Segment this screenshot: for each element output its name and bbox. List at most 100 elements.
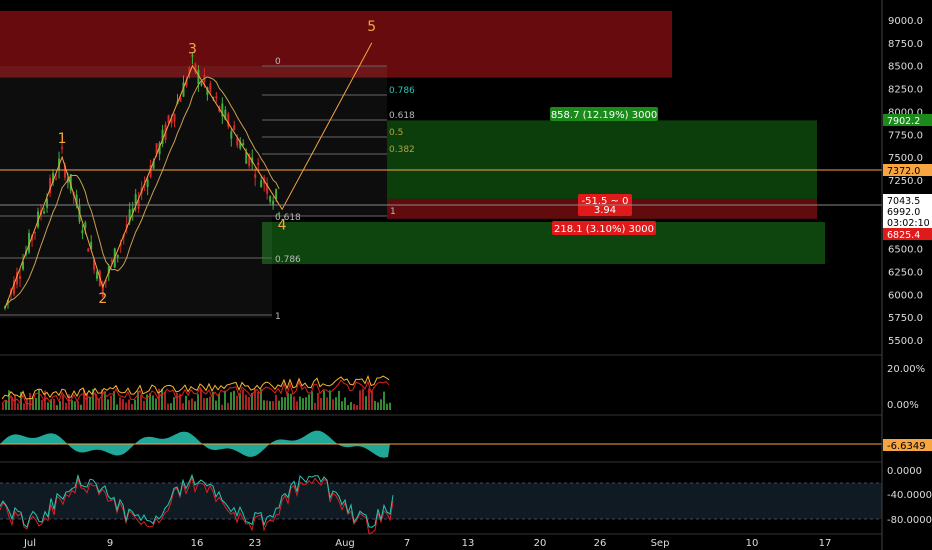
- fib-level-label: 0.786: [389, 86, 415, 96]
- volume-bar: [296, 401, 298, 410]
- long-position-text: 858.7 (12.19%) 3000: [551, 110, 657, 121]
- volume-bar: [299, 396, 301, 410]
- volume-bar: [320, 397, 322, 410]
- short-position-label[interactable]: 218.1 (3.10%) 3000: [552, 221, 656, 235]
- candle-body: [119, 244, 122, 246]
- volume-bar: [374, 401, 376, 410]
- volume-bar: [377, 402, 379, 410]
- volume-bar: [389, 402, 391, 410]
- volume-bar: [131, 404, 133, 410]
- momentum-tag-bg: [883, 439, 932, 451]
- volume-bar: [47, 402, 49, 410]
- candle-body: [107, 266, 110, 274]
- volume-bar: [233, 390, 235, 410]
- candle-body: [212, 97, 215, 99]
- price-tag-label: 03:02:10: [887, 218, 930, 229]
- candle-body: [230, 131, 233, 139]
- candle-body: [131, 208, 134, 214]
- candle-body: [37, 211, 40, 227]
- momentum-tag: -6.6349: [887, 441, 926, 452]
- volume-bar: [209, 396, 211, 410]
- candle-body: [242, 143, 245, 146]
- volume-bar: [149, 393, 151, 410]
- candle-body: [101, 284, 104, 297]
- vol-tick-0: 0.00%: [887, 400, 919, 411]
- candle-body: [194, 63, 197, 73]
- price-tick-label: 8500.0: [888, 62, 923, 73]
- candle-body: [49, 178, 52, 194]
- volume-bar: [221, 404, 223, 410]
- volume-bar: [104, 391, 106, 410]
- candle-body: [257, 162, 260, 166]
- price-tick-label: 5500.0: [888, 336, 923, 347]
- volume-bar: [278, 400, 280, 410]
- volume-bar: [371, 390, 373, 410]
- long-position-label[interactable]: 858.7 (12.19%) 3000: [550, 107, 658, 121]
- volume-bar: [269, 401, 271, 410]
- volume-bar: [134, 399, 136, 410]
- candle-body: [149, 165, 152, 178]
- candle-body: [185, 79, 188, 86]
- volume-bar: [143, 401, 145, 410]
- volume-bar: [365, 396, 367, 410]
- volume-bar: [239, 393, 241, 410]
- volume-bar: [56, 405, 58, 410]
- volume-bar: [23, 403, 25, 410]
- volume-bar: [188, 400, 190, 410]
- volume-bar: [323, 390, 325, 410]
- candle-body: [116, 254, 119, 258]
- candle-body: [134, 194, 137, 205]
- volume-bar: [164, 391, 166, 410]
- time-axis[interactable]: Jul 9 16 23 Aug 7 13 20 26 Sep 10 17: [23, 538, 831, 549]
- candle-body: [152, 160, 155, 169]
- volume-bar: [275, 394, 277, 410]
- volume-bar: [356, 405, 358, 410]
- volume-bar: [152, 395, 154, 410]
- volume-bar: [140, 394, 142, 410]
- volume-bar: [59, 401, 61, 410]
- candle-body: [110, 259, 113, 262]
- volume-bar: [113, 391, 115, 410]
- volume-bar: [5, 399, 7, 410]
- fib-level-label: 0.618: [389, 111, 415, 121]
- candle-body: [245, 152, 248, 164]
- elliott-wave[interactable]: 1 2 3 4 5: [4, 19, 376, 309]
- volume-bar: [368, 388, 370, 410]
- time-tick-label: Aug: [335, 538, 355, 549]
- volume-bar: [71, 400, 73, 410]
- volume-bar: [347, 405, 349, 410]
- volume-bar: [167, 403, 169, 410]
- volume-bar: [176, 392, 178, 410]
- candle-body: [16, 272, 19, 285]
- candle-body: [269, 196, 272, 202]
- volume-bar: [305, 397, 307, 410]
- candle-body: [161, 129, 164, 145]
- volume-bar: [227, 402, 229, 410]
- volume-bar: [248, 396, 250, 410]
- price-tick-label: 6000.0: [888, 290, 923, 301]
- volume-bar: [314, 402, 316, 410]
- volume-bar: [11, 397, 13, 410]
- price-zones: [0, 10, 825, 264]
- candle-body: [69, 174, 72, 191]
- volume-bar: [179, 393, 181, 410]
- fib-level-label: 0: [275, 57, 281, 67]
- volume-bar: [317, 392, 319, 410]
- vol-tick-20: 20.00%: [887, 364, 925, 375]
- volume-bar: [155, 398, 157, 410]
- candle-body: [95, 271, 98, 279]
- volume-bar: [350, 402, 352, 410]
- support-zone: [262, 222, 825, 264]
- candle-body: [34, 232, 37, 234]
- candle-body: [46, 198, 49, 208]
- candle-body: [43, 211, 46, 214]
- price-axis[interactable]: 9000.0 8750.0 8500.0 8250.0 8000.0 7750.0 7500…: [888, 16, 923, 347]
- candle-body: [209, 83, 212, 92]
- candle-body: [63, 165, 66, 178]
- stoch-tick-40: -40.0000: [887, 490, 932, 501]
- time-tick-label: 9: [107, 538, 113, 549]
- volume-bar: [80, 404, 82, 410]
- time-tick-label: 7: [404, 538, 410, 549]
- price-tag-bg: [883, 164, 932, 176]
